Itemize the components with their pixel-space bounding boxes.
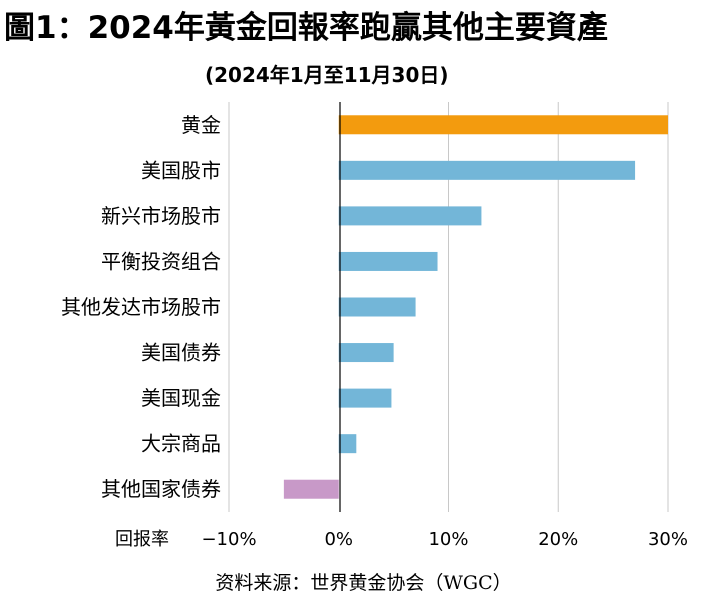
category-label: 美国债券 [141,341,221,365]
category-label: 其他国家债券 [101,477,221,501]
x-tick-labels: −10% 0% 10% 20% 30% [201,529,688,550]
x-axis-label: 回报率 [115,529,169,550]
bar [338,206,482,226]
x-tick-label: −10% [201,529,256,550]
category-labels: 黄金美国股市新兴市场股市平衡投资组合其他发达市场股市美国债券美国现金大宗商品其他… [61,113,221,501]
category-label: 其他发达市场股市 [61,295,221,319]
x-tick-label: 10% [428,529,468,550]
chart-subtitle: (2024年1月至11月30日) [205,63,449,87]
bar [283,479,339,499]
bar [338,297,416,317]
category-label: 新兴市场股市 [101,204,221,228]
gridlines [228,102,669,512]
bar [338,115,668,135]
category-label: 大宗商品 [141,432,221,456]
category-label: 平衡投资组合 [101,249,221,273]
bar [338,388,392,408]
category-label: 黄金 [181,113,221,137]
x-tick-label: 0% [324,529,353,550]
source-note: 资料来源：世界黄金协会（WGC） [215,572,512,594]
x-tick-label: 20% [538,529,578,550]
bars [283,115,668,499]
bar [338,343,394,363]
x-tick-label: 30% [648,529,688,550]
bar [338,434,357,454]
category-label: 美国股市 [141,158,221,182]
bar [338,251,438,271]
chart-title: 圖1：2024年黃金回報率跑贏其他主要資產 [4,10,608,46]
category-label: 美国现金 [141,386,221,410]
bar [338,160,636,180]
